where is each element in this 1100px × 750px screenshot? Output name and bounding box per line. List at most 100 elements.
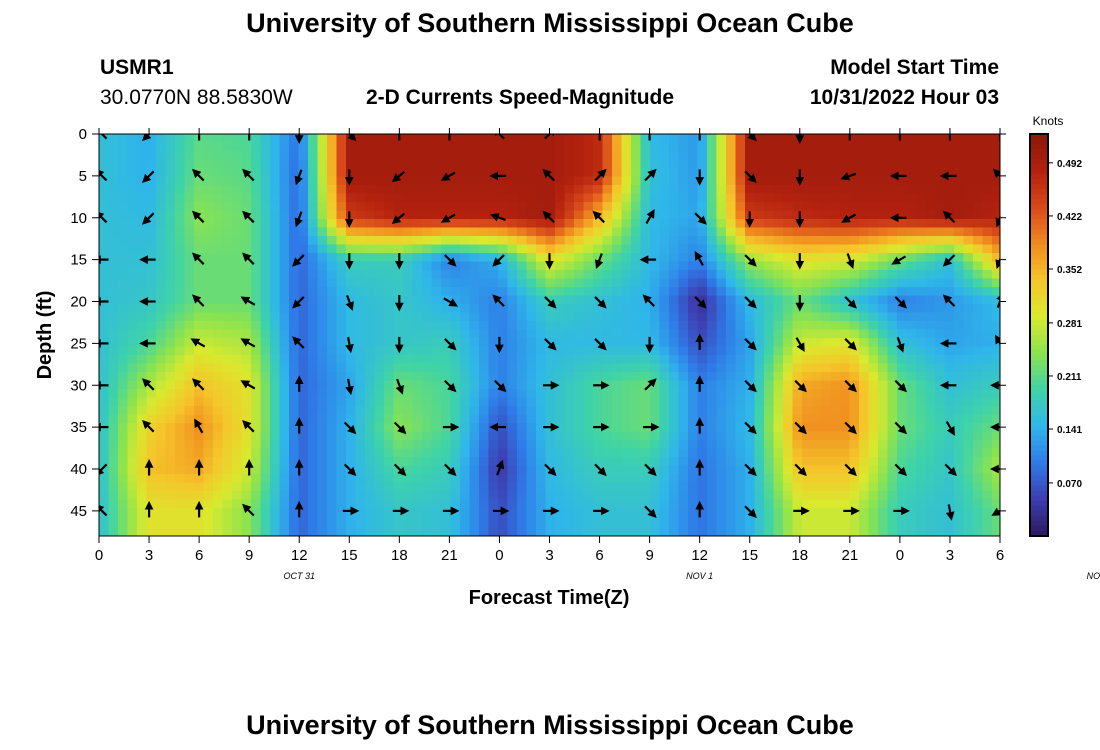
heatmap-cell (469, 406, 480, 416)
heatmap-cell (108, 355, 119, 365)
heatmap-cell (317, 474, 328, 484)
current-vector-arrow (896, 336, 905, 353)
heatmap-cell (317, 491, 328, 501)
heatmap-cell (849, 312, 860, 322)
heatmap-cell (526, 355, 537, 365)
heatmap-cell (346, 176, 357, 186)
heatmap-cell (707, 287, 718, 297)
heatmap-cell (916, 202, 927, 212)
heatmap-cell (821, 193, 832, 203)
heatmap-cell (336, 270, 347, 280)
colorbar-segment (1030, 139, 1048, 145)
heatmap-cell (802, 465, 813, 475)
heatmap-cell (697, 159, 708, 169)
heatmap-cell (317, 389, 328, 399)
heatmap-cell (393, 168, 404, 178)
current-vector-arrow (996, 292, 1000, 308)
heatmap-cell (99, 159, 110, 169)
heatmap-cell (564, 142, 575, 152)
heatmap-cell (659, 219, 670, 229)
colorbar-segment (1030, 430, 1048, 437)
heatmap-cell (621, 168, 632, 178)
heatmap-cell (156, 219, 167, 229)
heatmap-cell (963, 508, 974, 518)
heatmap-cell (697, 380, 708, 390)
heatmap-cell (355, 465, 366, 475)
heatmap-cell (251, 465, 262, 475)
heatmap-cell (241, 270, 252, 280)
heatmap-cell (811, 423, 822, 433)
heatmap-cell (412, 244, 423, 254)
heatmap-cell (441, 346, 452, 356)
heatmap-cell (868, 457, 879, 467)
heatmap-cell (99, 406, 110, 416)
heatmap-cell (213, 134, 224, 144)
heatmap-cell (308, 227, 319, 237)
heatmap-cell (859, 159, 870, 169)
heatmap-cell (127, 397, 138, 407)
heatmap-cell (441, 474, 452, 484)
heatmap-cell (175, 508, 186, 518)
heatmap-cell (431, 321, 442, 331)
heatmap-cell (536, 304, 547, 314)
heatmap-cell (545, 508, 556, 518)
heatmap-cell (289, 287, 300, 297)
heatmap-cell (688, 244, 699, 254)
heatmap-cell (868, 329, 879, 339)
heatmap-cell (545, 525, 556, 535)
heatmap-cell (716, 168, 727, 178)
heatmap-cell (859, 244, 870, 254)
heatmap-cell (716, 210, 727, 220)
current-vector-arrow (544, 338, 557, 351)
heatmap-cell (821, 304, 832, 314)
heatmap-cell (479, 499, 490, 509)
heatmap-cell (640, 202, 651, 212)
heatmap-cell (374, 261, 385, 271)
heatmap-cell (811, 414, 822, 424)
heatmap-cell (279, 270, 290, 280)
heatmap-cell (564, 525, 575, 535)
heatmap-cell (555, 346, 566, 356)
heatmap-cell (916, 210, 927, 220)
heatmap-cell (707, 355, 718, 365)
heatmap-cell (327, 312, 338, 322)
heatmap-cell (536, 406, 547, 416)
heatmap-cell (963, 210, 974, 220)
current-vector-arrow (391, 212, 406, 225)
heatmap-cell (631, 346, 642, 356)
heatmap-cell (935, 457, 946, 467)
heatmap-cell (688, 193, 699, 203)
heatmap-cell (479, 465, 490, 475)
heatmap-cell (944, 363, 955, 373)
heatmap-cell (184, 227, 195, 237)
heatmap-cell (802, 431, 813, 441)
heatmap-cell (669, 380, 680, 390)
heatmap-cell (707, 210, 718, 220)
heatmap-cell (165, 134, 176, 144)
heatmap-cell (355, 414, 366, 424)
heatmap-cell (298, 423, 309, 433)
heatmap-cell (327, 329, 338, 339)
heatmap-cell (308, 219, 319, 229)
heatmap-cell (488, 508, 499, 518)
heatmap-cell (631, 142, 642, 152)
heatmap-cell (640, 210, 651, 220)
heatmap-cell (536, 423, 547, 433)
heatmap-cell (792, 261, 803, 271)
heatmap-cell (479, 431, 490, 441)
heatmap-cell (412, 236, 423, 246)
heatmap-cell (184, 406, 195, 416)
x-date-label: OCT 31 (283, 571, 315, 581)
heatmap-cell (203, 465, 214, 475)
heatmap-cell (460, 329, 471, 339)
heatmap-cell (175, 159, 186, 169)
heatmap-cell (298, 440, 309, 450)
speed-heatmap (99, 134, 1000, 536)
heatmap-cell (792, 533, 803, 536)
heatmap-cell (754, 151, 765, 161)
current-vector-arrow (294, 211, 303, 228)
heatmap-cell (621, 363, 632, 373)
heatmap-cell (669, 321, 680, 331)
heatmap-cell (194, 448, 205, 458)
heatmap-cell (982, 363, 993, 373)
